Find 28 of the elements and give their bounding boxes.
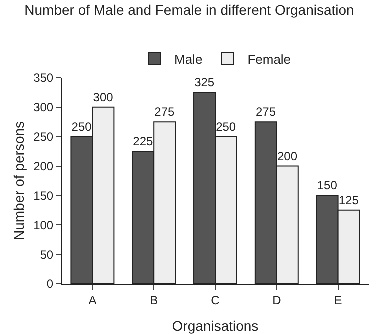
y-tick-label: 350 <box>34 71 54 86</box>
y-tick-label: 300 <box>34 100 54 115</box>
y-tick-label: 250 <box>34 130 54 144</box>
x-tick-label: C <box>211 293 220 308</box>
y-tick-label: 150 <box>34 188 54 203</box>
data-label: 250 <box>72 120 92 134</box>
data-label: 125 <box>338 193 360 208</box>
data-label: 150 <box>317 178 338 193</box>
chart-title: Number of Male and Female in different Organisation <box>24 2 354 18</box>
legend-label: Female <box>248 52 292 67</box>
data-label: 275 <box>154 105 176 120</box>
y-tick-label: 0 <box>46 277 54 292</box>
x-tick-label: B <box>150 293 158 308</box>
data-label: 225 <box>133 134 154 149</box>
data-label: 250 <box>216 120 236 134</box>
data-label: 300 <box>93 90 114 104</box>
y-axis-title: Number of persons <box>11 121 27 241</box>
x-tick-label: E <box>334 293 342 308</box>
y-tick-label: 100 <box>34 218 54 232</box>
data-label: 200 <box>277 149 298 164</box>
x-tick-label: A <box>88 293 97 308</box>
legend-label: Male <box>174 52 203 67</box>
data-label: 275 <box>256 105 276 120</box>
data-label: 325 <box>194 76 215 90</box>
y-tick-label: 50 <box>40 248 54 262</box>
x-tick-label: D <box>272 293 282 308</box>
y-tick-label: 200 <box>34 159 54 174</box>
x-axis-title: Organisations <box>172 318 259 334</box>
